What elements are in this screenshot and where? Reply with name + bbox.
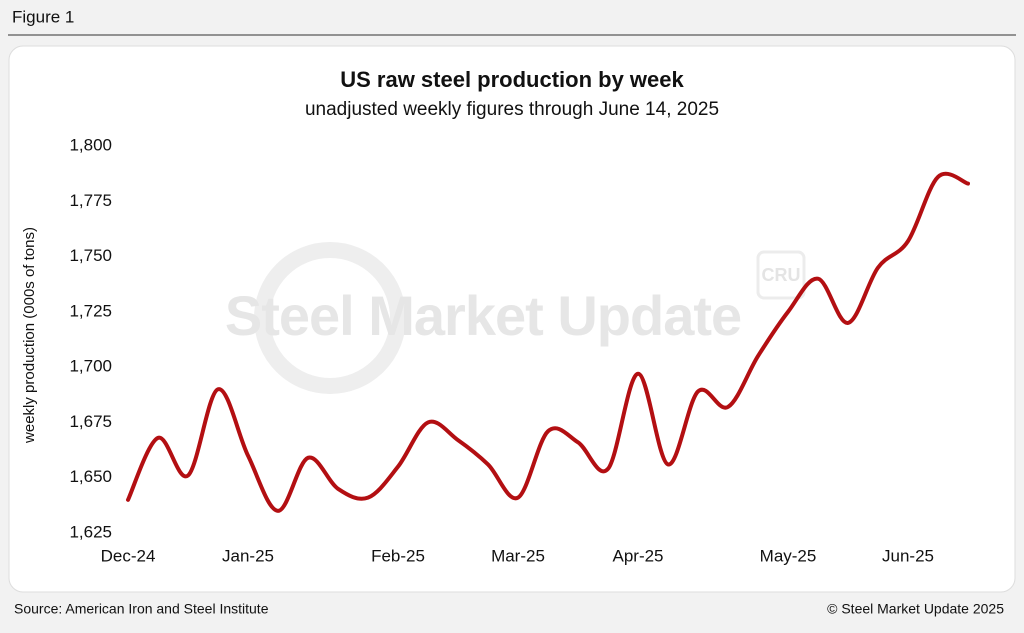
figure-label: Figure 1 xyxy=(12,7,74,26)
x-tick-label: Dec-24 xyxy=(101,546,156,565)
y-tick-label: 1,650 xyxy=(69,467,112,486)
y-tick-label: 1,775 xyxy=(69,191,112,210)
x-tick-label: Mar-25 xyxy=(491,546,545,565)
y-tick-label: 1,675 xyxy=(69,412,112,431)
chart-subtitle: unadjusted weekly figures through June 1… xyxy=(305,99,719,120)
watermark-badge-box xyxy=(756,250,806,300)
series-line xyxy=(126,171,970,513)
y-axis-label: weekly production (000s of tons) xyxy=(21,227,38,444)
y-tick-label: 1,700 xyxy=(69,357,112,376)
watermark-ring xyxy=(254,242,406,394)
y-tick-label: 1,725 xyxy=(69,301,112,320)
watermark: Steel Market Update xyxy=(225,284,741,347)
y-tick-label: 1,800 xyxy=(69,135,112,154)
y-tick-label: 1,625 xyxy=(69,522,112,541)
y-tick-label: 1,750 xyxy=(69,246,112,265)
x-tick-label: Jan-25 xyxy=(222,546,274,565)
copyright: © Steel Market Update 2025 xyxy=(827,601,1004,617)
chart-title: US raw steel production by week xyxy=(340,67,684,92)
chart-card xyxy=(8,45,1016,593)
x-tick-label: Feb-25 xyxy=(371,546,425,565)
watermark-badge: CRU xyxy=(762,265,801,285)
source: Source: American Iron and Steel Institut… xyxy=(14,601,269,617)
x-tick-label: May-25 xyxy=(760,546,817,565)
x-tick-label: Apr-25 xyxy=(612,546,663,565)
x-tick-label: Jun-25 xyxy=(882,546,934,565)
